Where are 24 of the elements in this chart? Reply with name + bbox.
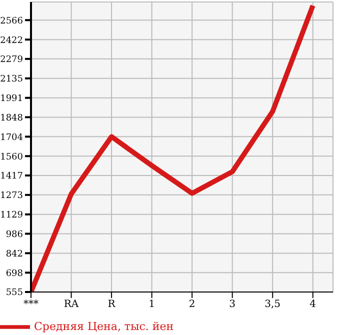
y-tick-label: 2566 xyxy=(0,16,24,26)
y-tick-label: 1991 xyxy=(0,94,23,104)
y-tick-label: 1417 xyxy=(0,172,24,182)
y-tick-label: 1704 xyxy=(0,132,24,143)
y-tick-label: 2279 xyxy=(0,55,24,66)
x-tick-label: R xyxy=(108,299,116,310)
y-tick-label: 1273 xyxy=(0,191,24,202)
x-tick-label: *** xyxy=(24,299,38,310)
x-tick-label: 3 xyxy=(229,299,236,310)
x-tick-label: 4 xyxy=(310,299,316,310)
legend-label: Средняя Цена, тыс. йен xyxy=(34,320,174,333)
y-tick-label: 555 xyxy=(6,288,24,298)
y-tick-label: 1560 xyxy=(0,152,24,162)
x-tick-label: 3,5 xyxy=(264,299,281,310)
x-tick-label: RA xyxy=(64,299,80,310)
x-tick-label: 2 xyxy=(188,299,196,310)
y-tick-label: 1129 xyxy=(0,210,24,221)
y-tick-label: 986 xyxy=(6,230,24,240)
y-tick-label: 698 xyxy=(6,268,24,279)
x-tick-label: 1 xyxy=(148,299,155,310)
y-tick-label: 1848 xyxy=(0,113,24,124)
y-tick-label: 2135 xyxy=(0,74,24,85)
y-tick-label: 842 xyxy=(6,249,23,260)
y-tick-label: 2422 xyxy=(0,36,23,46)
